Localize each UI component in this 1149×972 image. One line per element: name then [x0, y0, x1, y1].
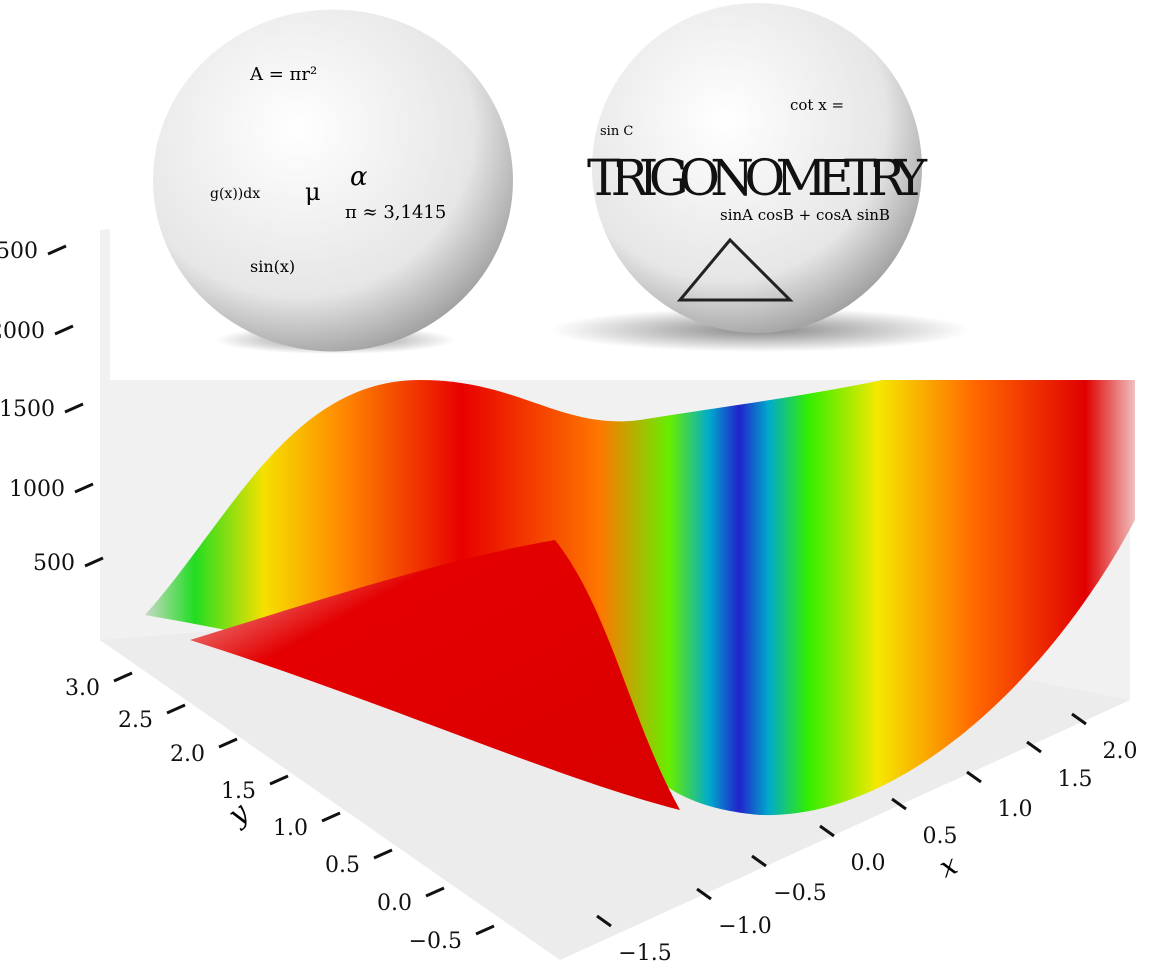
x-tick-label: −1.0: [718, 914, 771, 939]
surface: [145, 305, 1135, 816]
x-tick-mark: [751, 854, 767, 868]
x-tick-mark: [596, 914, 612, 928]
z-tick-label: 1500: [0, 397, 55, 422]
z-tick-mark: [64, 402, 84, 414]
formula: g(x))dx: [210, 186, 260, 202]
y-tick-mark: [425, 886, 445, 898]
formula: sin(x): [250, 257, 295, 276]
z-tick-label: 2000: [0, 319, 45, 344]
x-tick-mark: [891, 797, 907, 811]
formula: μ: [305, 178, 321, 206]
z-tick-label: 500: [33, 551, 75, 576]
x-tick-label: 0.5: [923, 824, 958, 849]
z-tick-label: 2500: [0, 239, 38, 264]
y-tick-label: −0.5: [409, 929, 462, 954]
x-tick-label: −0.5: [773, 881, 826, 906]
y-tick-label: 1.5: [221, 779, 256, 804]
y-tick-mark: [475, 924, 495, 936]
x-tick-mark: [819, 824, 835, 838]
formula: α: [350, 162, 368, 192]
y-tick-mark: [166, 703, 186, 715]
y-tick-mark: [269, 774, 289, 786]
y-tick-mark: [373, 848, 393, 860]
formula: A = πr²: [249, 64, 317, 85]
axis-ticks: 500 1000 1500 2000 2500 −0.5 0.0 0.5 1.0 1.5 2.0 2.…: [0, 239, 1138, 966]
x-tick-label: 2.0: [1103, 739, 1138, 764]
x-tick-mark: [1026, 740, 1042, 754]
y-tick-label: 2.0: [170, 742, 205, 767]
x-tick-label: −1.5: [618, 941, 671, 966]
formula: sinA cosB + cosA sinB: [720, 206, 890, 224]
y-tick-mark: [218, 737, 238, 749]
z-tick-label: 1000: [9, 477, 65, 502]
left-sphere: A = πr² α π ≈ 3,1415 μ sin(x) g(x))dx: [153, 9, 513, 354]
sphere-title: TRIGONOMETRY: [587, 149, 928, 207]
y-tick-label: 1.0: [273, 816, 308, 841]
y-tick-label: 0.0: [377, 891, 412, 916]
x-tick-mark: [1071, 712, 1087, 726]
x-tick-label: 0.0: [851, 851, 886, 876]
y-tick-label: 2.5: [118, 708, 153, 733]
y-tick-mark: [321, 811, 341, 823]
formula: sin C: [600, 124, 633, 139]
x-tick-mark: [966, 770, 982, 784]
x-tick-label: 1.0: [998, 797, 1033, 822]
x-axis-label: x: [934, 848, 962, 885]
x-tick-label: 1.5: [1058, 767, 1093, 792]
formula: cot x =: [790, 96, 844, 114]
y-tick-mark: [113, 671, 133, 683]
formula: π ≈ 3,1415: [345, 202, 446, 223]
x-tick-mark: [696, 887, 712, 901]
right-sphere: TRIGONOMETRY sinA cosB + cosA sinB cot x…: [550, 3, 970, 352]
z-tick-mark: [47, 244, 67, 256]
y-tick-label: 3.0: [65, 676, 100, 701]
z-tick-mark: [84, 556, 104, 568]
y-tick-label: 0.5: [325, 853, 360, 878]
z-tick-mark: [74, 482, 94, 494]
z-tick-mark: [54, 324, 74, 336]
